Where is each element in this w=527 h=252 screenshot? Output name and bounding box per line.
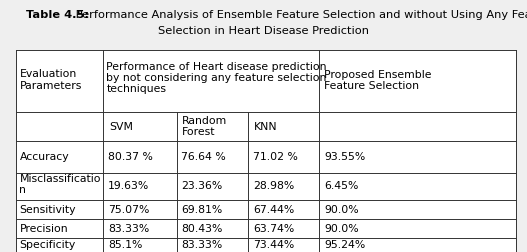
Text: 69.81%: 69.81% — [181, 205, 222, 215]
Text: Evaluation: Evaluation — [19, 69, 77, 79]
Text: 83.33%: 83.33% — [108, 224, 149, 234]
Text: 28.98%: 28.98% — [253, 181, 294, 192]
Text: 63.74%: 63.74% — [253, 224, 294, 234]
Bar — [16, 50, 516, 252]
Text: 6.45%: 6.45% — [324, 181, 358, 192]
Text: 73.44%: 73.44% — [253, 240, 294, 250]
Text: 71.02 %: 71.02 % — [253, 152, 298, 162]
Text: Accuracy: Accuracy — [19, 152, 69, 162]
Text: 80.37 %: 80.37 % — [108, 152, 153, 162]
Text: 93.55%: 93.55% — [324, 152, 365, 162]
Text: techniques: techniques — [106, 84, 167, 94]
Text: 83.33%: 83.33% — [181, 240, 222, 250]
Text: Selection in Heart Disease Prediction: Selection in Heart Disease Prediction — [158, 26, 369, 37]
Text: SVM: SVM — [109, 122, 133, 132]
Text: 90.0%: 90.0% — [324, 224, 359, 234]
Text: Parameters: Parameters — [19, 81, 82, 91]
Text: 90.0%: 90.0% — [324, 205, 359, 215]
Text: 95.24%: 95.24% — [324, 240, 365, 250]
Text: Sensitivity: Sensitivity — [19, 205, 76, 215]
Text: Proposed Ensemble: Proposed Ensemble — [324, 70, 432, 80]
Text: Precision: Precision — [19, 224, 68, 234]
Text: KNN: KNN — [254, 122, 278, 132]
Text: 85.1%: 85.1% — [108, 240, 142, 250]
Text: Feature Selection: Feature Selection — [324, 81, 419, 91]
Text: Forest: Forest — [182, 127, 216, 137]
Text: Random: Random — [182, 116, 227, 126]
Text: Table 4.5:: Table 4.5: — [26, 10, 90, 20]
Text: 80.43%: 80.43% — [181, 224, 222, 234]
Text: Specificity: Specificity — [19, 240, 76, 250]
Text: Misclassificatio: Misclassificatio — [19, 174, 101, 184]
Text: n: n — [19, 185, 26, 195]
Text: 67.44%: 67.44% — [253, 205, 294, 215]
Text: 19.63%: 19.63% — [108, 181, 149, 192]
Text: 75.07%: 75.07% — [108, 205, 150, 215]
Text: 76.64 %: 76.64 % — [181, 152, 226, 162]
Text: Performance of Heart disease prediction: Performance of Heart disease prediction — [106, 62, 327, 72]
Text: Performance Analysis of Ensemble Feature Selection and without Using Any Feature: Performance Analysis of Ensemble Feature… — [72, 10, 527, 20]
Text: by not considering any feature selection: by not considering any feature selection — [106, 73, 327, 83]
Text: 23.36%: 23.36% — [181, 181, 222, 192]
